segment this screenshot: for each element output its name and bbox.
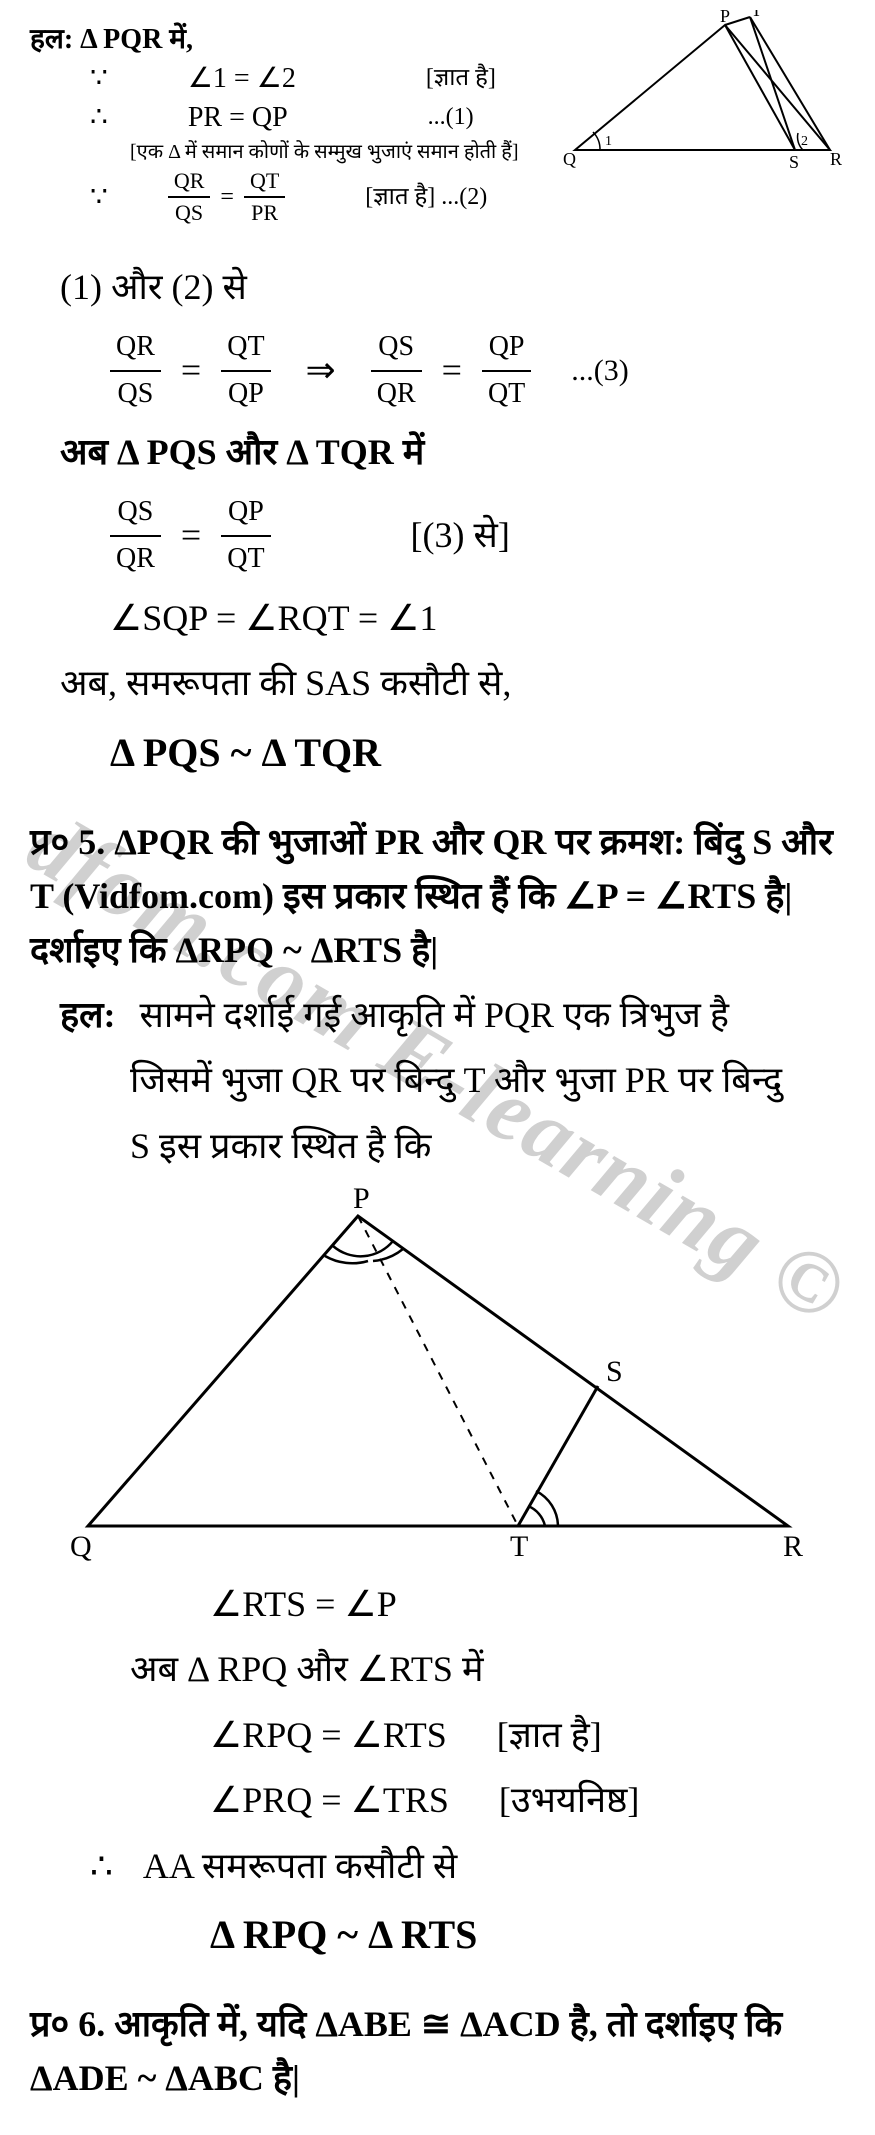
solution-5-line3: S इस प्रकार स्थित है कि bbox=[130, 1118, 845, 1176]
question-5: प्र० 5. ΔPQR की भुजाओं PR और QR पर क्रमश… bbox=[30, 815, 845, 977]
frac-qt-pr: QT PR bbox=[244, 166, 285, 230]
big-vertex-q: Q bbox=[70, 1530, 92, 1563]
angle-equality: ∠SQP = ∠RQT = ∠1 bbox=[110, 590, 845, 648]
reason-given-2: [ज्ञात है] ...(2) bbox=[365, 181, 487, 215]
from-1-2: (1) और (2) से bbox=[60, 259, 845, 317]
triangle-pqr-figure: P T Q R S 1 2 bbox=[555, 10, 845, 180]
conclusion-1: Δ PQS ~ Δ TQR bbox=[110, 721, 845, 785]
big-vertex-p: P bbox=[353, 1186, 370, 1215]
because-symbol-2: ∵ bbox=[90, 178, 108, 217]
because-symbol: ∵ bbox=[90, 59, 108, 98]
solution-5: हल: सामने दर्शाई गई आकृति में PQR एक त्र… bbox=[60, 987, 845, 1045]
vertex-r: R bbox=[830, 149, 842, 169]
vertex-t: T bbox=[751, 10, 762, 20]
conclusion-5: Δ RPQ ~ Δ RTS bbox=[210, 1903, 845, 1967]
sas-criterion: अब, समरूपता की SAS कसौटी से, bbox=[60, 655, 845, 713]
triangle-pqr-big-figure: P Q R S T bbox=[58, 1186, 818, 1566]
big-vertex-r: R bbox=[783, 1530, 803, 1563]
frac-qr-qs: QR QS bbox=[168, 166, 211, 230]
equals: = bbox=[220, 181, 234, 215]
angle-1-label: 1 bbox=[605, 134, 612, 149]
proof5-aa: ∴AA समरूपता कसौटी से bbox=[90, 1838, 845, 1896]
proof5-line4: ∠PRQ = ∠TRS [उभयनिष्ठ] bbox=[210, 1772, 845, 1830]
question-6: प्र० 6. आकृति में, यदि ΔABE ≅ ΔACD है, त… bbox=[30, 1997, 845, 2105]
eq-pr-qp: PR = QP bbox=[188, 98, 288, 137]
therefore-symbol: ∴ bbox=[90, 98, 108, 137]
proof5-line1: ∠RTS = ∠P bbox=[210, 1576, 845, 1634]
eq-angle: ∠1 = ∠2 bbox=[188, 59, 296, 98]
proof5-line3: ∠RPQ = ∠RTS [ज्ञात है] bbox=[210, 1707, 845, 1765]
big-vertex-t: T bbox=[510, 1530, 528, 1563]
angle-2-label: 2 bbox=[801, 134, 808, 149]
vertex-p: P bbox=[720, 10, 730, 26]
equation-3: QR QS = QT QP ⇒ QS QR = QP QT ...(3) bbox=[110, 325, 845, 417]
triangles-consider: अब Δ PQS और Δ TQR में bbox=[60, 424, 845, 482]
solution-5-line2: जिसमें भुजा QR पर बिन्दु T और भुजा PR पर… bbox=[130, 1052, 845, 1110]
eq-num-1: ...(1) bbox=[428, 101, 474, 135]
vertex-q: Q bbox=[563, 149, 576, 169]
vertex-s: S bbox=[789, 152, 799, 172]
reason-given: [ज्ञात है] bbox=[426, 62, 496, 96]
solution-1-block: हल: Δ PQR में, ∵ ∠1 = ∠2 [ज्ञात है] ∴ PR… bbox=[30, 20, 845, 229]
proof5-line2: अब Δ RPQ और ∠RTS में bbox=[130, 1641, 845, 1699]
big-vertex-s: S bbox=[606, 1355, 623, 1388]
ratio-equation: QS QR = QP QT [(3) से] bbox=[110, 490, 845, 582]
